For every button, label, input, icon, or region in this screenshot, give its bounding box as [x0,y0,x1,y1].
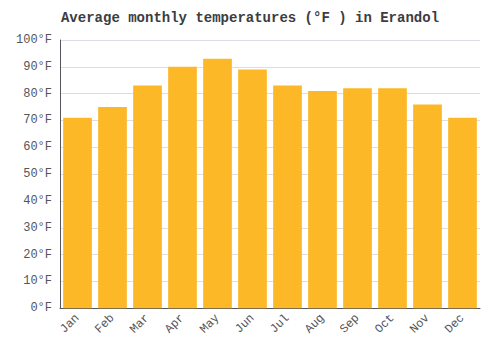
svg-text:Jun: Jun [232,311,257,336]
svg-text:100°F: 100°F [16,33,52,47]
svg-text:Aug: Aug [302,311,327,336]
svg-text:90°F: 90°F [23,60,52,74]
svg-text:Dec: Dec [442,311,467,336]
svg-text:May: May [197,311,222,336]
svg-text:Mar: Mar [127,311,152,336]
svg-text:Jan: Jan [57,311,82,336]
svg-text:Feb: Feb [92,311,117,336]
svg-text:Sep: Sep [337,311,362,336]
svg-text:10°F: 10°F [23,274,52,288]
svg-text:Oct: Oct [372,311,397,336]
svg-text:Jul: Jul [267,311,292,336]
svg-text:40°F: 40°F [23,194,52,208]
svg-text:30°F: 30°F [23,221,52,235]
svg-text:70°F: 70°F [23,113,52,127]
svg-text:Apr: Apr [162,311,187,336]
svg-text:Nov: Nov [407,311,432,336]
svg-text:0°F: 0°F [30,301,52,315]
svg-text:60°F: 60°F [23,140,52,154]
svg-text:50°F: 50°F [23,167,52,181]
svg-text:Average monthly temperatures (: Average monthly temperatures (°F ) in Er… [61,10,439,26]
svg-text:80°F: 80°F [23,87,52,101]
svg-text:20°F: 20°F [23,248,52,262]
